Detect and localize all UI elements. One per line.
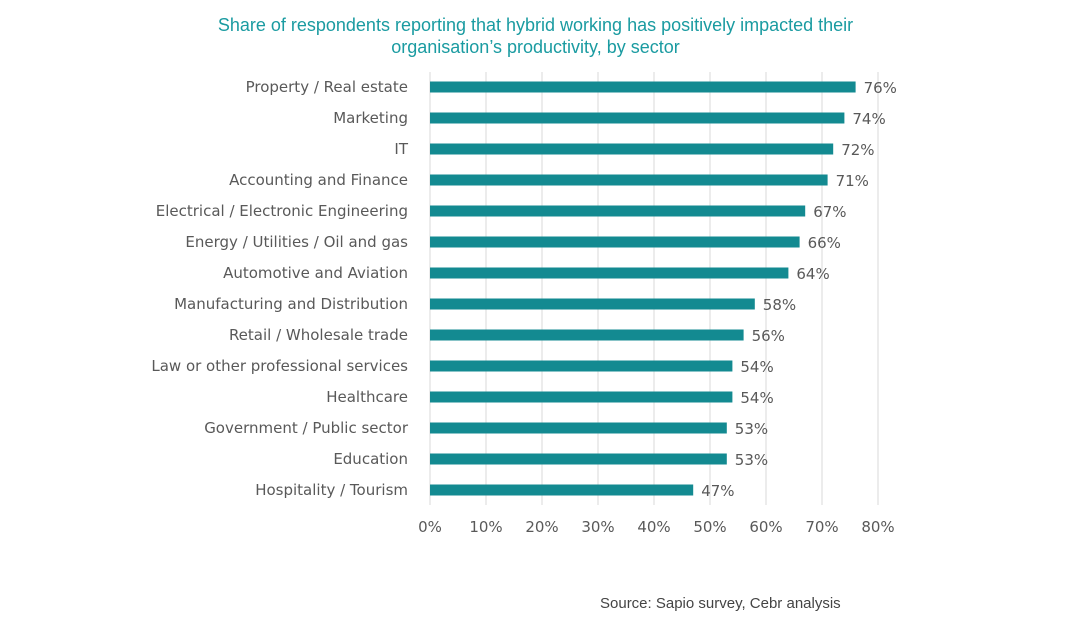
value-label: 64% (796, 265, 829, 283)
value-label: 67% (813, 203, 846, 221)
category-label: Marketing (333, 109, 408, 127)
value-label: 76% (864, 79, 897, 97)
category-labels: Property / Real estate Marketing IT Account… (151, 78, 408, 499)
bar (430, 112, 845, 124)
category-label: Automotive and Aviation (223, 264, 408, 282)
value-label: 58% (763, 296, 796, 314)
value-label: 74% (852, 110, 885, 128)
bar (430, 391, 733, 403)
x-tick-label: 70% (805, 518, 838, 536)
category-label: Retail / Wholesale trade (229, 326, 408, 344)
value-labels: 76%74%72%71%67%66%64%58%56%54%54%53%53%4… (701, 79, 897, 500)
x-tick-label: 80% (861, 518, 894, 536)
bar (430, 205, 806, 217)
bar (430, 81, 856, 93)
category-label: Law or other professional services (151, 357, 408, 375)
category-label: Hospitality / Tourism (255, 481, 408, 499)
gridlines (429, 72, 879, 505)
bar (430, 422, 727, 434)
bar (430, 143, 834, 155)
x-tick-label: 10% (469, 518, 502, 536)
chart-title-line-1: Share of respondents reporting that hybr… (217, 15, 854, 35)
value-label: 53% (735, 451, 768, 469)
x-axis-ticks: 0% 10% 20% 30% 40% 50% 60% 70% 80% (418, 518, 895, 536)
value-label: 66% (808, 234, 841, 252)
category-label: Manufacturing and Distribution (174, 295, 408, 313)
category-label: Energy / Utilities / Oil and gas (185, 233, 408, 251)
source-note: Source: Sapio survey, Cebr analysis (600, 595, 841, 612)
category-label: Property / Real estate (246, 78, 408, 96)
x-tick-label: 60% (749, 518, 782, 536)
bar (430, 267, 789, 279)
category-label: Education (333, 450, 408, 468)
x-tick-label: 30% (581, 518, 614, 536)
bar (430, 484, 694, 496)
bar (430, 360, 733, 372)
category-label: Healthcare (326, 388, 408, 406)
x-tick-label: 0% (418, 518, 442, 536)
value-label: 54% (740, 389, 773, 407)
bar (430, 174, 828, 186)
category-label: Government / Public sector (204, 419, 409, 437)
category-label: IT (394, 140, 408, 158)
value-label: 72% (841, 141, 874, 159)
x-tick-label: 20% (525, 518, 558, 536)
bars (430, 81, 856, 496)
chart-title-line-2: organisation’s productivity, by sector (391, 37, 680, 57)
value-label: 53% (735, 420, 768, 438)
bar (430, 453, 727, 465)
bar (430, 298, 755, 310)
value-label: 54% (740, 358, 773, 376)
x-tick-label: 40% (637, 518, 670, 536)
bar (430, 329, 744, 341)
category-label: Accounting and Finance (229, 171, 408, 189)
x-tick-label: 50% (693, 518, 726, 536)
value-label: 71% (836, 172, 869, 190)
value-label: 47% (701, 482, 734, 500)
bar (430, 236, 800, 248)
value-label: 56% (752, 327, 785, 345)
category-label: Electrical / Electronic Engineering (156, 202, 408, 220)
